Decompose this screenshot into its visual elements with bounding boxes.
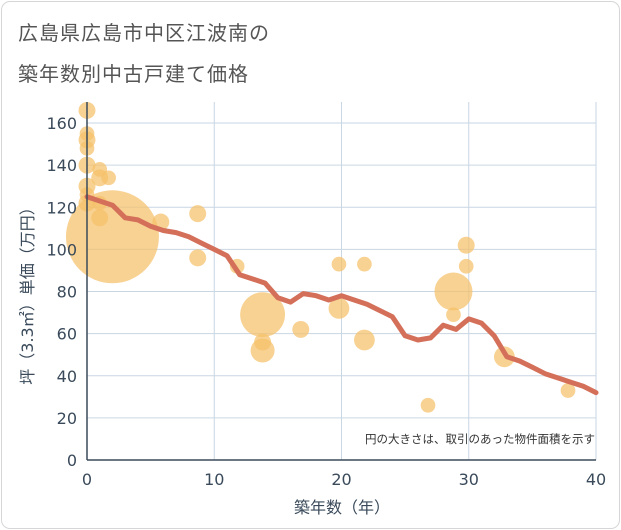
axes <box>86 102 596 461</box>
bubble-point <box>560 383 576 398</box>
bubble-size-note: 円の大きさは、取引のあった物件面積を示す <box>365 432 595 446</box>
x-tick-label: 20 <box>331 470 351 489</box>
bubble-point <box>434 272 473 311</box>
x-tick-label: 40 <box>586 470 606 489</box>
bubble-point <box>254 333 272 351</box>
chart-title-line-1: 広島県広島市中区江波南の <box>18 21 270 45</box>
bubble-point <box>65 190 159 284</box>
trend-line-series <box>84 194 599 396</box>
bubble-series <box>65 101 576 413</box>
y-tick-label: 100 <box>46 240 77 259</box>
bubble-point <box>189 249 207 267</box>
y-tick-label: 60 <box>57 325 77 344</box>
bubble-point <box>328 297 350 319</box>
y-tick-label: 80 <box>57 283 77 302</box>
bubble-point <box>189 205 207 223</box>
bubble-point <box>357 256 372 272</box>
bubble-point <box>457 236 475 254</box>
bubble-point <box>331 256 347 272</box>
chart-title-line-2: 築年数別中古戸建て価格 <box>18 62 249 86</box>
bubble-point <box>446 307 461 323</box>
y-tick-label: 160 <box>46 114 77 133</box>
x-tick-label: 10 <box>204 470 224 489</box>
y-tick-label: 140 <box>46 156 77 175</box>
y-tick-label: 120 <box>46 198 77 217</box>
bubble-point <box>292 320 310 338</box>
x-tick-label: 30 <box>459 470 479 489</box>
bubble-point <box>354 329 375 351</box>
y-tick-label: 20 <box>57 409 77 428</box>
tick-labels: 0 10 20 30 40 0 20 40 60 80 100 120 140 160 <box>46 114 606 489</box>
bubble-point <box>458 258 474 274</box>
bubble-point <box>420 397 436 413</box>
y-tick-label: 40 <box>57 367 77 386</box>
x-tick-label: 0 <box>82 470 92 489</box>
bubble-point <box>240 292 286 338</box>
average-price-line <box>84 194 599 396</box>
bubble-point <box>101 170 116 186</box>
grid-lines <box>87 102 597 460</box>
x-axis-label: 築年数（年） <box>294 498 390 517</box>
y-tick-label: 0 <box>67 451 77 470</box>
y-axis-label: 坪（3.3㎡）単価（万円） <box>18 199 37 384</box>
